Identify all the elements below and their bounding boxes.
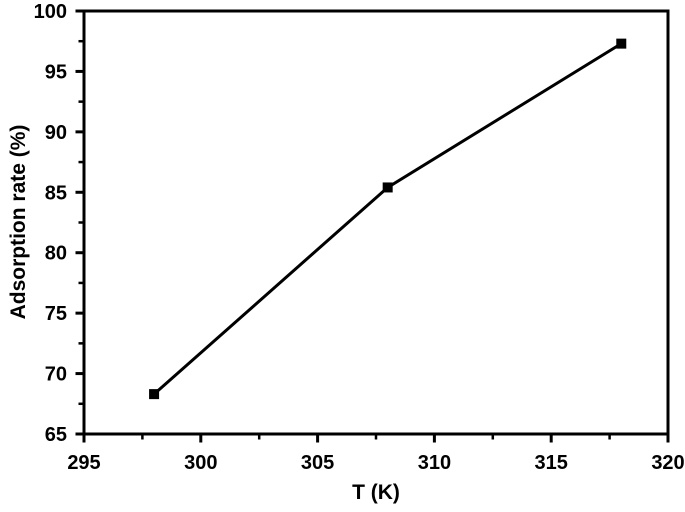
x-tick-label: 310 [418, 452, 451, 474]
x-axis-ticks [82, 435, 670, 443]
data-line [153, 42, 623, 396]
y-tick-label: 80 [45, 243, 67, 265]
y-tick-label: 65 [45, 424, 67, 446]
data-point-marker [149, 389, 160, 400]
data-point-marker [616, 38, 627, 49]
x-axis-label: T (K) [352, 481, 400, 504]
plot-frame [82, 9, 670, 436]
y-tick-label: 70 [45, 364, 67, 386]
y-tick-label: 90 [45, 122, 67, 144]
x-axis-tick-labels: 295 300 305 310 315 320 [67, 452, 684, 474]
x-tick-label: 305 [301, 452, 334, 474]
y-tick-label: 85 [45, 182, 67, 204]
x-tick-label: 320 [651, 452, 684, 474]
y-tick-label: 75 [45, 303, 67, 325]
data-point-markers [149, 38, 627, 400]
x-tick-label: 315 [535, 452, 568, 474]
data-point-marker [382, 182, 393, 193]
y-axis-label: Adsorption rate (%) [7, 125, 30, 320]
y-tick-label: 95 [45, 61, 67, 83]
x-tick-label: 300 [184, 452, 217, 474]
y-tick-label: 100 [34, 1, 67, 23]
y-axis-ticks [75, 9, 83, 436]
y-axis-tick-labels: 65 70 75 80 85 90 95 100 [34, 1, 67, 446]
x-tick-label: 295 [67, 452, 100, 474]
